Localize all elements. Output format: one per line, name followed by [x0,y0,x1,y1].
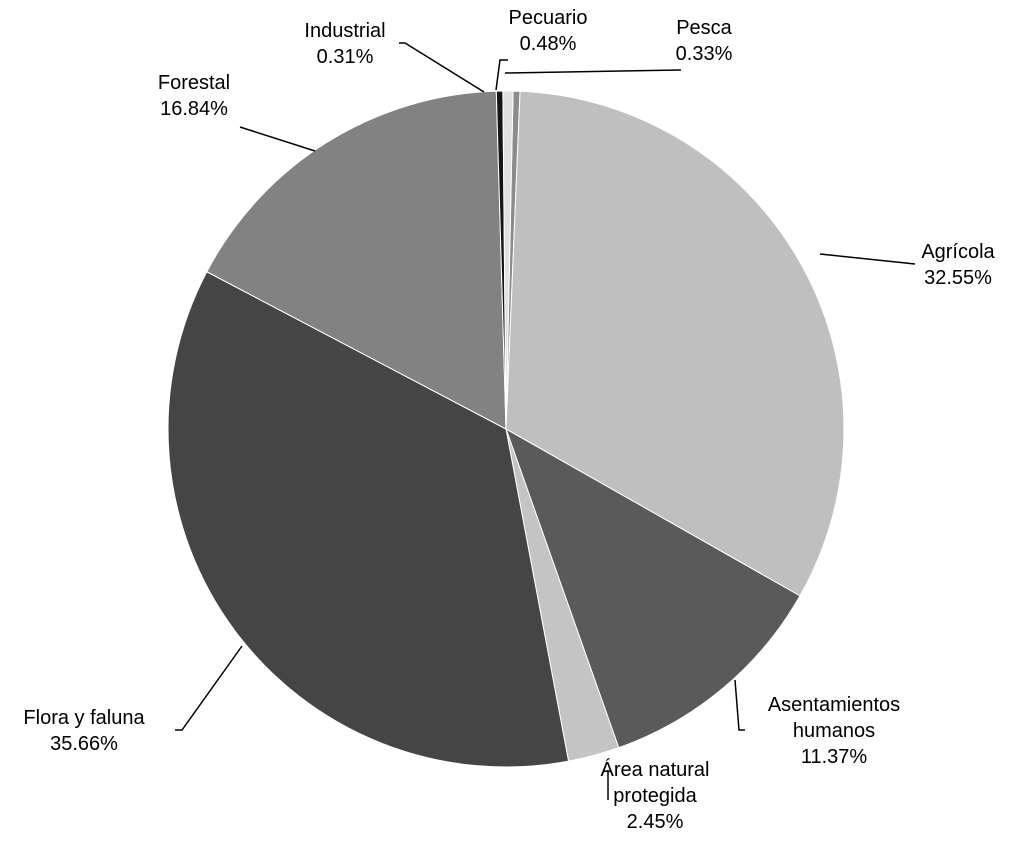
leader-line-flora-y-faluna [175,645,243,731]
data-label-area-natural-protegida: Área natural protegida 2.45% [601,758,710,833]
data-label-forestal: Forestal 16.84% [158,72,230,120]
data-label-pesca: Pesca 0.33% [676,17,733,65]
data-label-flora-y-faluna: Flora y faluna 35.66% [23,707,145,755]
leader-line-agricola [819,253,916,265]
leader-line-forestal [239,126,316,152]
leader-line-asentamientos-humanos [734,679,745,731]
data-label-agricola: Agrícola 32.55% [921,241,995,289]
leader-lines [175,42,916,800]
data-label-industrial: Industrial 0.31% [304,20,385,68]
slice-pecuario [502,90,514,430]
slice-labels: Pesca 0.33% Agrícola 32.55% Asentamientos hum… [23,7,995,833]
leader-line-pesca [504,69,682,74]
slice-agricola [505,90,845,597]
slice-asentamientos-humanos [505,427,801,749]
slice-forestal [206,90,507,430]
leader-line-pecuario [495,59,508,91]
data-label-asentamientos-humanos: Asentamientos humanos 11.37% [768,694,900,768]
pie-slices [167,90,845,768]
slice-flora-y-faluna [167,271,570,768]
data-label-pecuario: Pecuario 0.48% [509,7,588,55]
leader-line-industrial [399,42,485,93]
